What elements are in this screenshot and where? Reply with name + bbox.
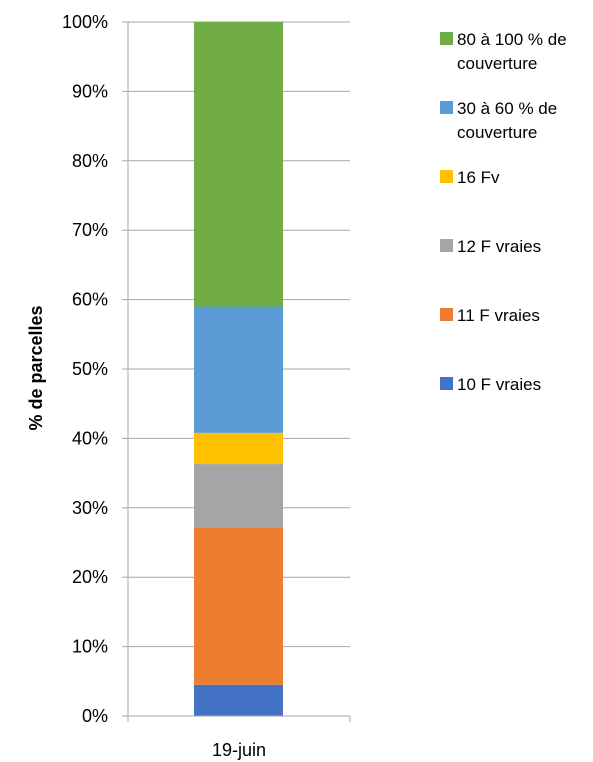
bar-segment: [194, 432, 283, 465]
legend-swatch: [440, 32, 453, 45]
legend-label: 12 F vraies: [457, 237, 541, 256]
y-tick-label: 30%: [72, 498, 108, 518]
y-axis-title: % de parcelles: [26, 305, 46, 430]
legend-swatch: [440, 101, 453, 114]
y-tick-label: 0%: [82, 706, 108, 726]
legend-label: 10 F vraies: [457, 375, 541, 394]
bar-segment: [194, 22, 283, 307]
legend-item: 12 F vraies: [440, 237, 541, 256]
legend-label: 11 F vraies: [457, 306, 540, 325]
legend-swatch: [440, 308, 453, 321]
y-tick-labels: 0% 10% 20% 30% 40% 50% 60% 70% 80% 90% 100%: [62, 12, 108, 726]
legend-label: 16 Fv: [457, 168, 500, 187]
bar-segments: [194, 22, 283, 716]
bar-segment: [194, 527, 283, 685]
bar-segment: [194, 464, 283, 528]
y-tick-label: 70%: [72, 220, 108, 240]
legend-label: 80 à 100 % de couverture: [457, 30, 567, 73]
y-tick-label: 50%: [72, 359, 108, 379]
legend-item: 80 à 100 % de couverture: [440, 30, 567, 73]
legend-swatch: [440, 239, 453, 252]
legend-item: 16 Fv: [440, 168, 500, 187]
y-tick-label: 80%: [72, 151, 108, 171]
y-tick-label: 40%: [72, 428, 108, 448]
legend-item: 11 F vraies: [440, 306, 540, 325]
bar-segment: [194, 306, 283, 433]
x-category-labels: 19-juin: [212, 740, 266, 760]
x-category-label: 19-juin: [212, 740, 266, 760]
axes: [127, 22, 350, 717]
y-tick-label: 90%: [72, 81, 108, 101]
y-tick-label: 60%: [72, 290, 108, 310]
legend: 80 à 100 % de couverture 30 à 60 % de couve…: [440, 30, 567, 394]
legend-item: 10 F vraies: [440, 375, 541, 394]
y-tick-label: 20%: [72, 567, 108, 587]
legend-swatch: [440, 377, 453, 390]
legend-label: 30 à 60 % de couverture: [457, 99, 557, 142]
legend-swatch: [440, 170, 453, 183]
legend-item: 30 à 60 % de couverture: [440, 99, 557, 142]
bar-segment: [194, 684, 283, 716]
y-tick-label: 10%: [72, 637, 108, 657]
y-tick-label: 100%: [62, 12, 108, 32]
